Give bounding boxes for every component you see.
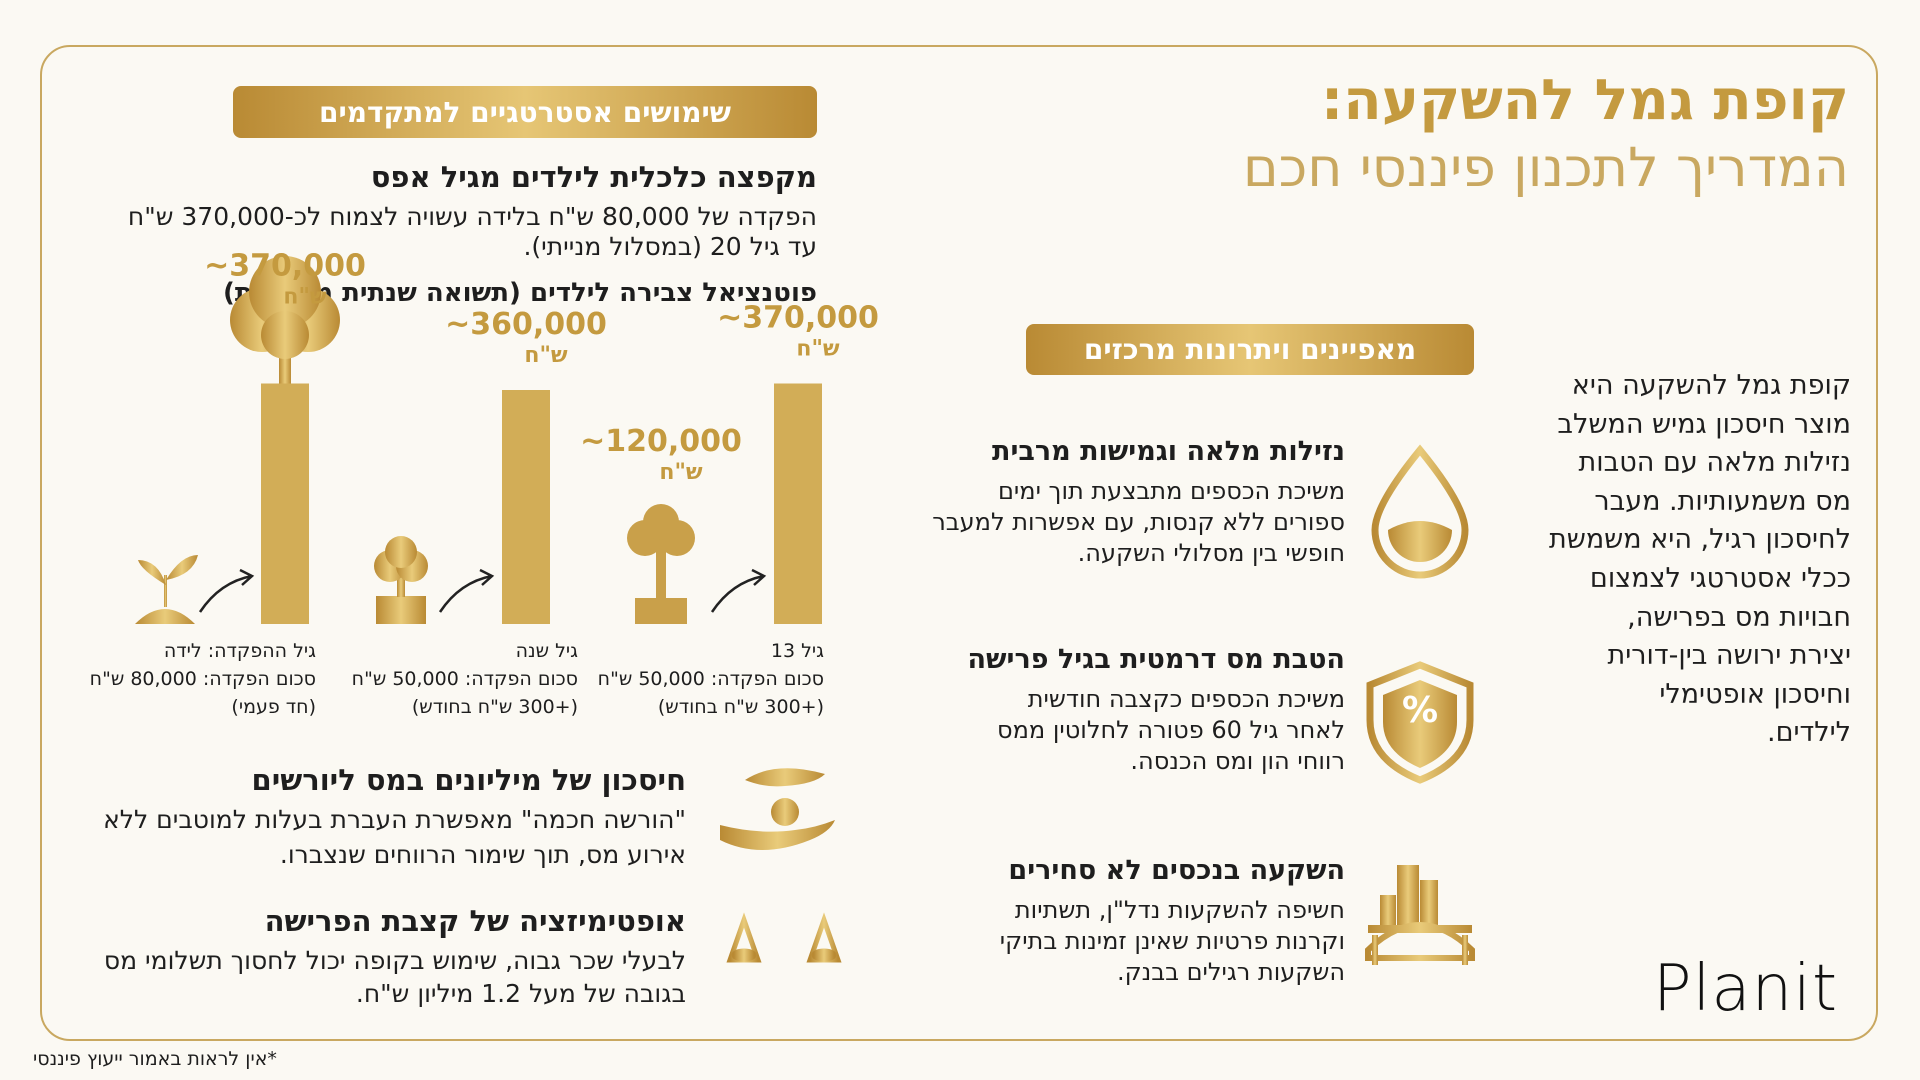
x-category-label: גיל ההפקדה: לידה xyxy=(163,640,316,662)
advanced-banner: שימושים אסטרטגיים למתקדמים xyxy=(233,86,817,138)
inheritance-text: "הורשה חכמה" מאפשרת העברת בעלות למוטבים … xyxy=(103,805,686,834)
intro-line: לחיסכון רגיל, היא משמשת xyxy=(1548,524,1851,556)
pension-text: בגובה של מעל 1.2 מיליון ש"ח. xyxy=(355,979,686,1008)
feature-heading: השקעה בנכסים לא סחירים xyxy=(1008,855,1345,886)
intro-line: מס משמעותיות. מעבר xyxy=(1594,485,1851,517)
feature-text: רווחי הון ומס הכנסה. xyxy=(1130,747,1345,775)
feature-text: חופשי בין מסלולי השקעה. xyxy=(1077,539,1345,567)
x-category-detail: (חד פעמי) xyxy=(231,696,316,718)
shield-icon: % xyxy=(1366,661,1474,784)
value-label: ~120,000 xyxy=(580,424,742,459)
intro-line: ככלי אסטרטגי לצמצום xyxy=(1589,563,1851,594)
x-category-detail: (+300 ש"ח בחודש) xyxy=(657,696,824,718)
tree-trunk xyxy=(656,546,666,598)
small-tree xyxy=(374,536,428,624)
hands-icon xyxy=(720,768,835,850)
big-tree xyxy=(230,256,340,386)
pension-heading: אופטימיזציה של קצבת הפרישה xyxy=(264,904,686,938)
x-category-detail: סכום הפקדה: 80,000 ש"ח xyxy=(89,668,316,690)
intro-line: מוצר חיסכון גמיש המשלב xyxy=(1557,408,1851,440)
intro-line: נזילות מלאה עם הטבות xyxy=(1578,447,1851,479)
pension-text: לבעלי שכר גבוה, שימוש בקופה יכול לחסוך ת… xyxy=(103,946,686,975)
feature-text: לאחר גיל 60 פטורה לחלוטין ממס xyxy=(997,716,1345,744)
bar xyxy=(261,383,309,624)
scale-icon xyxy=(726,905,842,998)
inheritance-heading: חיסכון של מיליונים במס ליורשים xyxy=(251,763,686,797)
x-category-label: גיל 13 xyxy=(770,640,824,662)
feature-heading: הטבת מס דרמטית בגיל פרישה xyxy=(967,644,1346,675)
value-label: ~360,000 xyxy=(445,307,607,342)
x-category-detail: סכום הפקדה: 50,000 ש"ח xyxy=(597,668,824,690)
kids-text: הפקדה של 80,000 ש"ח בלידה עשויה לצמוח לכ… xyxy=(127,202,817,231)
intro-line: וחיסכון אופטימלי xyxy=(1659,678,1851,710)
inheritance-text: אירוע מס, תוך שימור הרווחים שנצברו. xyxy=(279,840,686,869)
bar xyxy=(502,390,550,624)
feature-text: וקרנות פרטיות שאינן זמינות בתיקי xyxy=(999,927,1345,955)
brand-logo: Planit xyxy=(1653,952,1839,1026)
intro-line: לילדים. xyxy=(1766,717,1851,749)
value-unit: ש"ח xyxy=(659,460,703,485)
svg-text:%: % xyxy=(1402,690,1438,731)
intro-line: חבויות מס בפרישה, xyxy=(1627,601,1851,633)
city-icon xyxy=(1365,865,1475,965)
tree-base xyxy=(635,598,687,624)
value-label: ~370,000 xyxy=(204,249,366,284)
drop-icon xyxy=(1371,444,1469,579)
intro-line: קופת גמל להשקעה היא xyxy=(1571,370,1851,401)
arrows xyxy=(198,568,767,613)
kids-heading: מקפצה כלכלית לילדים מגיל אפס xyxy=(370,160,817,194)
bar xyxy=(774,383,822,624)
value-unit: ש"ח xyxy=(524,343,568,368)
feature-text: משיכת הכספים כקצבה חודשית xyxy=(1027,685,1345,713)
tree-mark xyxy=(627,504,695,624)
x-category-detail: סכום הפקדה: 50,000 ש"ח xyxy=(351,668,578,690)
value-unit: ש"ח xyxy=(796,337,840,362)
value-label: ~370,000 xyxy=(717,301,879,336)
frame xyxy=(40,45,1878,1041)
feature-heading: נזילות מלאה וגמישות מרבית xyxy=(992,436,1345,467)
value-unit: ש"ח xyxy=(283,285,327,310)
feature-text: חשיפה להשקעות נדל"ן, תשתיות xyxy=(1014,896,1345,924)
kids-text: עד גיל 20 (במסלול מנייתי). xyxy=(523,232,817,261)
tree-canopy xyxy=(643,504,679,540)
x-category-detail: (+300 ש"ח בחודש) xyxy=(411,696,578,718)
feature-text: משיכת הכספים מתבצעת תוך ימים xyxy=(997,477,1345,505)
intro-line: יצירת ירושה בין-דורית xyxy=(1607,640,1851,672)
feature-text: השקעות רגילים בבנק. xyxy=(1116,958,1345,986)
features-banner: מאפיינים ויתרונות מרכזים xyxy=(1026,324,1474,375)
footnote: *אין לראות באמור ייעוץ פיננסי xyxy=(33,1048,277,1070)
subtitle: המדריך לתכנון פיננסי חכם xyxy=(1242,136,1849,199)
seedling xyxy=(135,555,198,624)
title: קופת גמל להשקעה: xyxy=(1320,68,1849,133)
x-category-label: גיל שנה xyxy=(515,640,578,662)
feature-text: ספורים ללא קנסות, עם אפשרות למעבר xyxy=(932,508,1345,536)
